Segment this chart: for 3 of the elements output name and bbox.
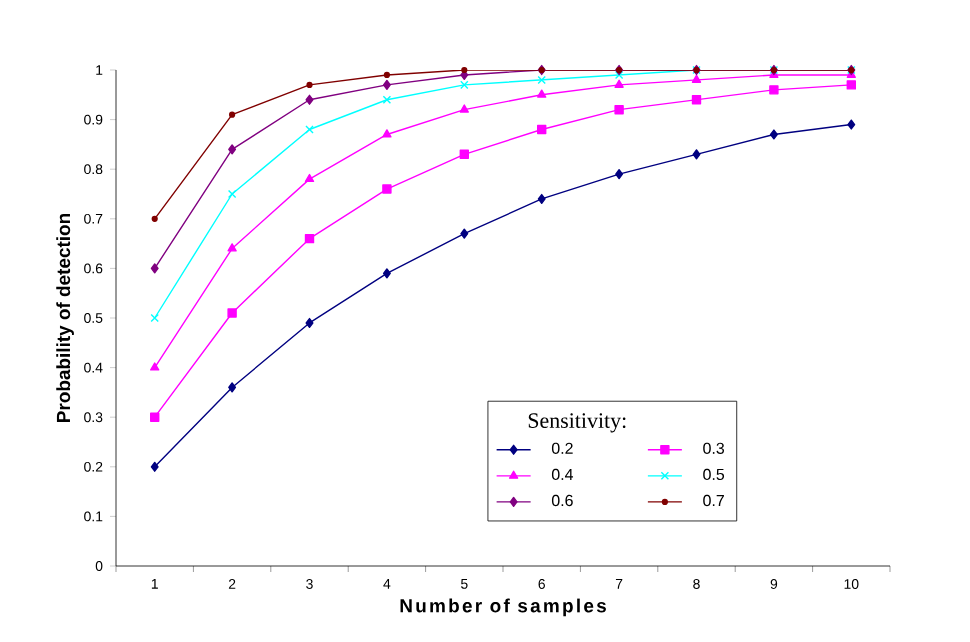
legend-title: Sensitivity:	[528, 413, 626, 433]
x-axis-title: Number of samples	[400, 598, 606, 617]
y-axis-title: Probability of detection	[56, 213, 74, 422]
